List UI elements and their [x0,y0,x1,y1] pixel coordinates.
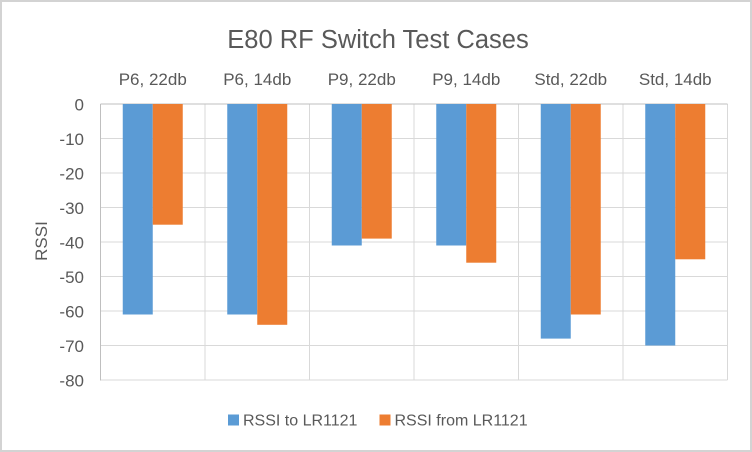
svg-text:-40: -40 [59,234,84,253]
svg-text:E80 RF Switch Test Cases: E80 RF Switch Test Cases [227,26,528,54]
svg-text:-30: -30 [59,199,84,218]
svg-text:P9, 22db: P9, 22db [328,70,396,89]
svg-text:RSSI: RSSI [32,221,51,261]
svg-text:-10: -10 [59,130,84,149]
svg-text:0: 0 [75,96,84,115]
svg-text:RSSI from LR1121: RSSI from LR1121 [395,413,528,430]
svg-text:RSSI to LR1121: RSSI to LR1121 [243,413,358,430]
svg-text:P6, 22db: P6, 22db [119,70,187,89]
svg-text:Std, 14db: Std, 14db [639,70,712,89]
svg-text:-20: -20 [59,165,84,184]
svg-text:P6, 14db: P6, 14db [223,70,291,89]
svg-text:-50: -50 [59,268,84,287]
svg-text:-60: -60 [59,303,84,322]
svg-text:-80: -80 [59,372,84,391]
svg-text:P9, 14db: P9, 14db [432,70,500,89]
svg-text:Std, 22db: Std, 22db [534,70,607,89]
svg-text:-70: -70 [59,337,84,356]
